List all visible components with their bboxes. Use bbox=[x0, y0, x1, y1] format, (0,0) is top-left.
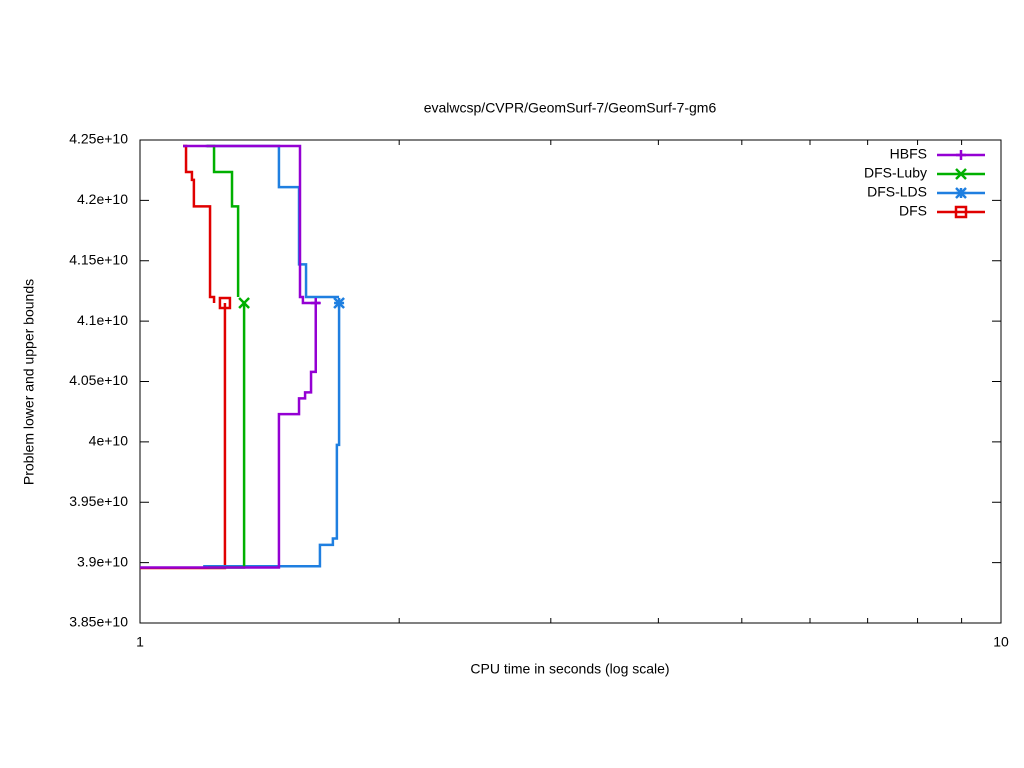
marker bbox=[955, 187, 967, 199]
y-tick-label: 4.2e+10 bbox=[77, 191, 128, 207]
y-tick-label: 4.25e+10 bbox=[69, 131, 128, 147]
y-tick-label: 4e+10 bbox=[89, 433, 129, 449]
marker-stroke bbox=[238, 297, 250, 309]
plot-frame bbox=[139, 139, 1002, 624]
lower-bound-line bbox=[140, 303, 227, 570]
marker bbox=[333, 297, 345, 309]
marker-box bbox=[218, 296, 232, 310]
y-tick-label: 4.1e+10 bbox=[77, 312, 128, 328]
marker bbox=[955, 168, 967, 180]
lower-bound-line bbox=[140, 303, 317, 569]
upper-bound-line bbox=[183, 144, 320, 305]
marker bbox=[218, 296, 232, 310]
chart-title: evalwcsp/CVPR/GeomSurf-7/GeomSurf-7-gm6 bbox=[424, 100, 717, 116]
marker-stroke bbox=[333, 297, 345, 309]
y-tick-label: 3.95e+10 bbox=[69, 493, 128, 509]
x-axis-label: CPU time in seconds (log scale) bbox=[470, 661, 669, 677]
marker-stroke bbox=[955, 187, 967, 199]
marker-box bbox=[954, 205, 968, 219]
marker bbox=[954, 205, 968, 219]
legend-label: DFS bbox=[899, 203, 927, 219]
y-tick-label: 3.9e+10 bbox=[77, 553, 128, 569]
marker-stroke bbox=[955, 168, 967, 180]
legend-label: DFS-LDS bbox=[867, 184, 927, 200]
y-tick-label: 3.85e+10 bbox=[69, 614, 128, 630]
upper-bound-line bbox=[183, 144, 216, 304]
upper-bound-line bbox=[206, 144, 240, 297]
x-tick-label: 1 bbox=[136, 634, 144, 650]
lower-bound-line bbox=[203, 303, 341, 568]
marker bbox=[310, 298, 321, 309]
marker bbox=[238, 297, 250, 309]
x-tick-label: 10 bbox=[993, 634, 1009, 650]
marker bbox=[956, 150, 966, 160]
y-tick-label: 4.05e+10 bbox=[69, 372, 128, 388]
legend-label: DFS-Luby bbox=[864, 165, 927, 181]
y-axis-label: Problem lower and upper bounds bbox=[21, 279, 37, 485]
legend-label: HBFS bbox=[890, 146, 927, 162]
y-tick-label: 4.15e+10 bbox=[69, 251, 128, 267]
upper-bound-line bbox=[205, 144, 340, 299]
